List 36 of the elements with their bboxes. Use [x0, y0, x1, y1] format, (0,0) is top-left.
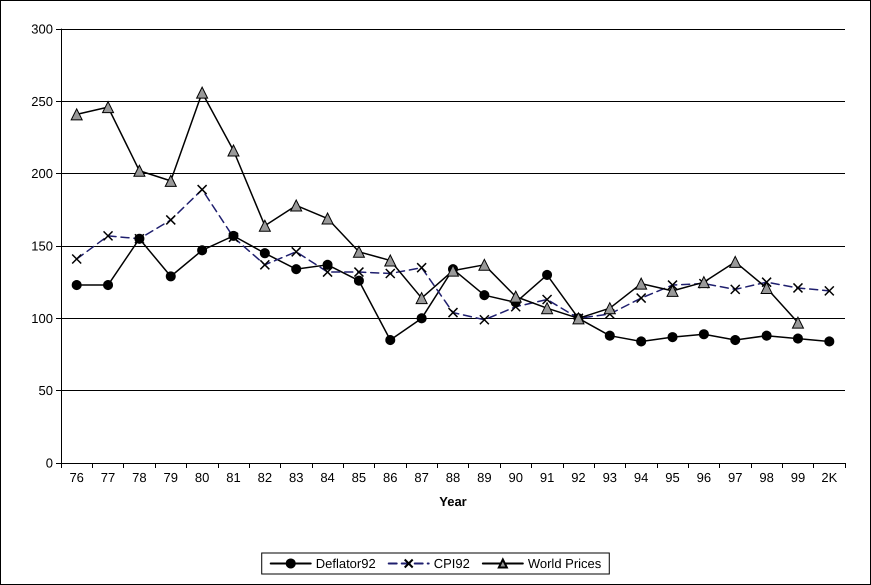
x-tick-label: 90 [508, 470, 523, 485]
x-axis-title: Year [439, 494, 467, 509]
y-tick-label: 50 [38, 383, 53, 398]
y-tick-label: 150 [31, 238, 53, 254]
x-tick-label: 76 [69, 470, 84, 485]
x-tick-label: 89 [477, 470, 492, 485]
x-tick-label: 92 [571, 470, 586, 485]
y-tick-label: 100 [31, 310, 53, 326]
x-tick-label: 99 [790, 470, 806, 485]
x-tick-label: 80 [194, 470, 210, 485]
x-tick-label: 93 [602, 470, 618, 485]
x-tick-label: 2K [821, 470, 838, 485]
x-tick-label: 95 [665, 470, 680, 485]
x-tick-label: 88 [446, 470, 460, 485]
x-tick-label: 86 [383, 470, 398, 485]
legend-label: Deflator92 [316, 556, 376, 571]
x-tick-label: 94 [634, 470, 648, 485]
y-tick-label: 300 [31, 22, 53, 36]
y-tick-label: 250 [31, 94, 53, 109]
x-tick-label: 82 [258, 470, 272, 485]
legend-label: World Prices [528, 556, 602, 571]
x-tick-label: 83 [288, 470, 304, 485]
x-tick-label: 87 [414, 470, 429, 485]
x-tick-label: 77 [100, 470, 116, 485]
x-tick-label: 96 [696, 470, 712, 485]
x-tick-label: 81 [226, 470, 241, 485]
x-tick-label: 97 [728, 470, 742, 485]
x-tick-label: 85 [352, 470, 366, 485]
x-tick-label: 98 [759, 470, 774, 485]
y-tick-label: 0 [46, 456, 53, 470]
x-tick-label: 78 [132, 470, 147, 485]
x-tick-label: 91 [540, 470, 554, 485]
x-tick-label: 84 [320, 470, 335, 485]
x-tick-label: 79 [164, 470, 178, 485]
y-tick-label: 200 [31, 166, 53, 182]
legend-label: CPI92 [434, 556, 470, 571]
